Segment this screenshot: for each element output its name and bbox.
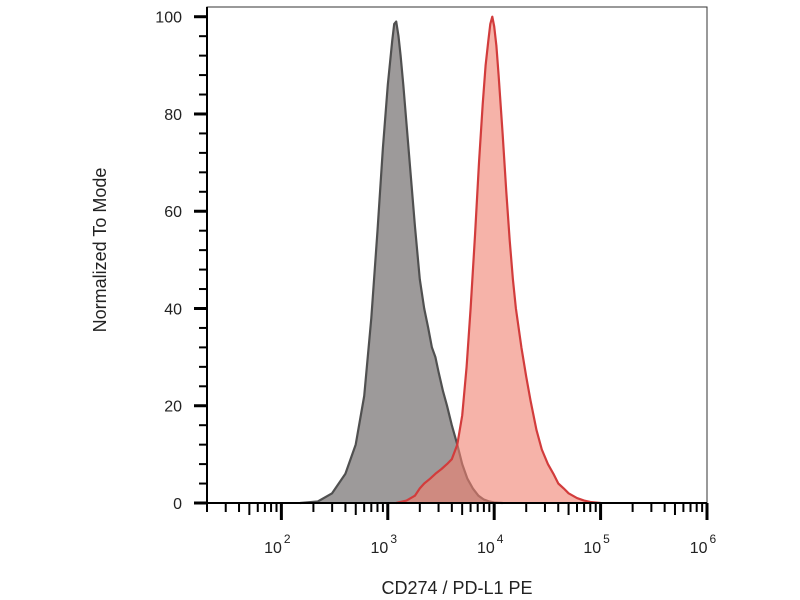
x-axis: 102 103 104 105 106 <box>206 503 717 557</box>
series-area-1 <box>300 21 503 503</box>
x-tick-label: 103 <box>371 532 398 557</box>
x-tick-label: 105 <box>583 532 610 557</box>
y-tick-label: 20 <box>164 399 182 416</box>
x-axis-title: CD274 / PD-L1 PE <box>381 578 532 598</box>
y-axis: 0 20 40 60 80 100 <box>155 10 207 513</box>
series-area-2 <box>396 16 601 503</box>
series-line-2 <box>395 15 601 505</box>
x-tick-label: 104 <box>477 532 504 557</box>
plot-frame <box>206 6 708 504</box>
series-layer <box>300 15 601 505</box>
y-tick-label: 100 <box>155 10 182 27</box>
x-tick-label: 102 <box>264 532 291 557</box>
y-tick-label: 80 <box>164 107 182 124</box>
y-axis-title: Normalized To Mode <box>90 168 110 333</box>
y-tick-label: 60 <box>164 204 182 221</box>
y-tick-label: 0 <box>173 496 182 513</box>
y-tick-label: 40 <box>164 301 182 318</box>
x-tick-label: 106 <box>690 532 717 557</box>
